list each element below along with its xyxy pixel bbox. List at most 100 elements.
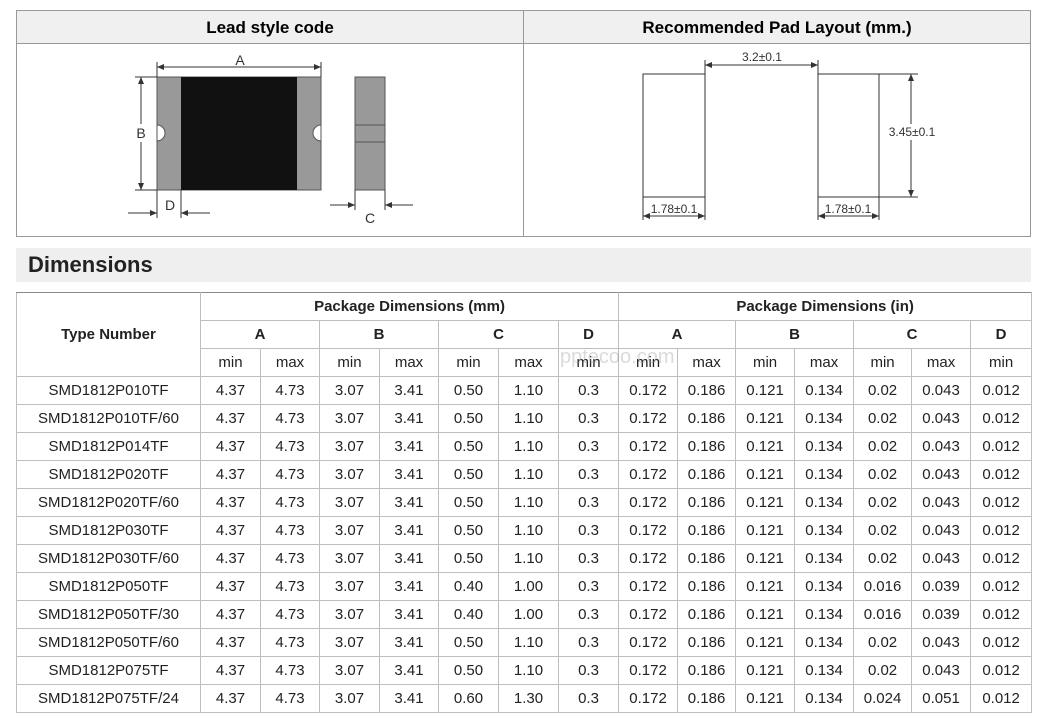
value-cell: 3.41	[379, 572, 439, 601]
value-cell: 0.121	[735, 460, 796, 489]
value-cell: 4.73	[260, 432, 320, 461]
value-cell: 0.186	[677, 432, 737, 461]
value-cell: 0.3	[557, 432, 620, 461]
value-cell: 0.024	[853, 684, 913, 713]
value-cell: 4.37	[200, 600, 261, 629]
value-cell: 0.016	[853, 600, 913, 629]
table-row: SMD1812P020TF 4.37 4.73 3.07 3.41 0.50 1.10 0.3…	[16, 460, 1033, 489]
sub-header: min	[557, 348, 620, 377]
value-cell: 0.3	[557, 628, 620, 657]
table-row: SMD1812P050TF/60 4.37 4.73 3.07 3.41 0.50 1.10…	[16, 628, 1033, 657]
value-cell: 0.039	[911, 600, 972, 629]
type-cell: SMD1812P075TF/24	[16, 684, 201, 713]
value-cell: 0.012	[970, 516, 1033, 545]
value-cell: 3.07	[319, 516, 380, 545]
table-row: SMD1812P030TF/60 4.37 4.73 3.07 3.41 0.50 1.10…	[16, 544, 1033, 573]
value-cell: 4.73	[260, 656, 320, 685]
value-cell: 4.73	[260, 460, 320, 489]
dimension-label: 1.78±0.1	[825, 202, 872, 216]
value-cell: 0.02	[853, 460, 913, 489]
value-cell: 0.134	[794, 460, 855, 489]
type-cell: SMD1812P020TF	[16, 460, 201, 489]
value-cell: 3.07	[319, 488, 380, 517]
value-cell: 3.07	[319, 376, 380, 405]
value-cell: 0.134	[794, 544, 855, 573]
value-cell: 0.3	[557, 656, 620, 685]
value-cell: 0.02	[853, 404, 913, 433]
value-cell: 0.043	[911, 516, 972, 545]
value-cell: 0.121	[735, 404, 796, 433]
value-cell: 3.07	[319, 544, 380, 573]
value-cell: 0.3	[557, 516, 620, 545]
type-cell: SMD1812P050TF/30	[16, 600, 201, 629]
sub-header: min	[618, 348, 679, 377]
value-cell: 0.043	[911, 656, 972, 685]
table-row: SMD1812P014TF 4.37 4.73 3.07 3.41 0.50 1.10 0.3…	[16, 432, 1033, 461]
value-cell: 0.043	[911, 404, 972, 433]
value-cell: 0.50	[438, 404, 499, 433]
value-cell: 0.02	[853, 432, 913, 461]
value-cell: 1.10	[498, 376, 559, 405]
value-cell: 0.172	[618, 488, 679, 517]
value-cell: 0.3	[557, 460, 620, 489]
value-cell: 1.10	[498, 460, 559, 489]
sub-header: max	[260, 348, 320, 377]
value-cell: 0.172	[618, 600, 679, 629]
sub-header: max	[498, 348, 559, 377]
value-cell: 3.07	[319, 600, 380, 629]
value-cell: 1.10	[498, 516, 559, 545]
header-cell: Type Number	[16, 292, 201, 377]
table-row: SMD1812P075TF 4.37 4.73 3.07 3.41 0.50 1.10 0.3…	[16, 656, 1033, 685]
dim-header: D	[557, 320, 620, 349]
value-cell: 0.172	[618, 432, 679, 461]
value-cell: 0.012	[970, 600, 1033, 629]
value-cell: 0.043	[911, 376, 972, 405]
value-cell: 0.012	[970, 684, 1033, 713]
table-row: SMD1812P010TF/60 4.37 4.73 3.07 3.41 0.50 1.10…	[16, 404, 1033, 433]
value-cell: 0.02	[853, 544, 913, 573]
type-cell: SMD1812P050TF	[16, 572, 201, 601]
diagram-panel: Lead style code Recommended Pad Layout (…	[16, 10, 1031, 237]
sub-header: min	[200, 348, 261, 377]
value-cell: 4.37	[200, 628, 261, 657]
dim-header: B	[735, 320, 855, 349]
value-cell: 3.41	[379, 460, 439, 489]
value-cell: 4.73	[260, 628, 320, 657]
value-cell: 0.60	[438, 684, 499, 713]
value-cell: 0.172	[618, 404, 679, 433]
value-cell: 0.50	[438, 376, 499, 405]
value-cell: 4.37	[200, 376, 261, 405]
value-cell: 0.3	[557, 376, 620, 405]
value-cell: 4.73	[260, 684, 320, 713]
value-cell: 0.043	[911, 544, 972, 573]
value-cell: 4.73	[260, 544, 320, 573]
value-cell: 0.186	[677, 516, 737, 545]
pad-drawing	[642, 60, 941, 220]
value-cell: 0.3	[557, 572, 620, 601]
value-cell: 4.37	[200, 572, 261, 601]
value-cell: 0.012	[970, 656, 1033, 685]
panel-title: Recommended Pad Layout (mm.)	[642, 18, 911, 37]
value-cell: 4.73	[260, 572, 320, 601]
value-cell: 0.186	[677, 684, 737, 713]
value-cell: 0.121	[735, 516, 796, 545]
sub-header: max	[379, 348, 439, 377]
type-cell: SMD1812P030TF/60	[16, 544, 201, 573]
sub-header: min	[853, 348, 913, 377]
value-cell: 0.172	[618, 684, 679, 713]
value-cell: 4.73	[260, 404, 320, 433]
value-cell: 0.172	[618, 628, 679, 657]
value-cell: 0.043	[911, 488, 972, 517]
dimension-label: 3.45±0.1	[889, 125, 936, 139]
value-cell: 0.134	[794, 516, 855, 545]
value-cell: 0.186	[677, 600, 737, 629]
component-drawing	[128, 62, 413, 218]
dimension-label: C	[365, 210, 375, 226]
value-cell: 0.3	[557, 684, 620, 713]
value-cell: 1.10	[498, 432, 559, 461]
value-cell: 3.41	[379, 404, 439, 433]
value-cell: 4.73	[260, 376, 320, 405]
value-cell: 0.121	[735, 656, 796, 685]
value-cell: 3.41	[379, 516, 439, 545]
value-cell: 4.37	[200, 684, 261, 713]
